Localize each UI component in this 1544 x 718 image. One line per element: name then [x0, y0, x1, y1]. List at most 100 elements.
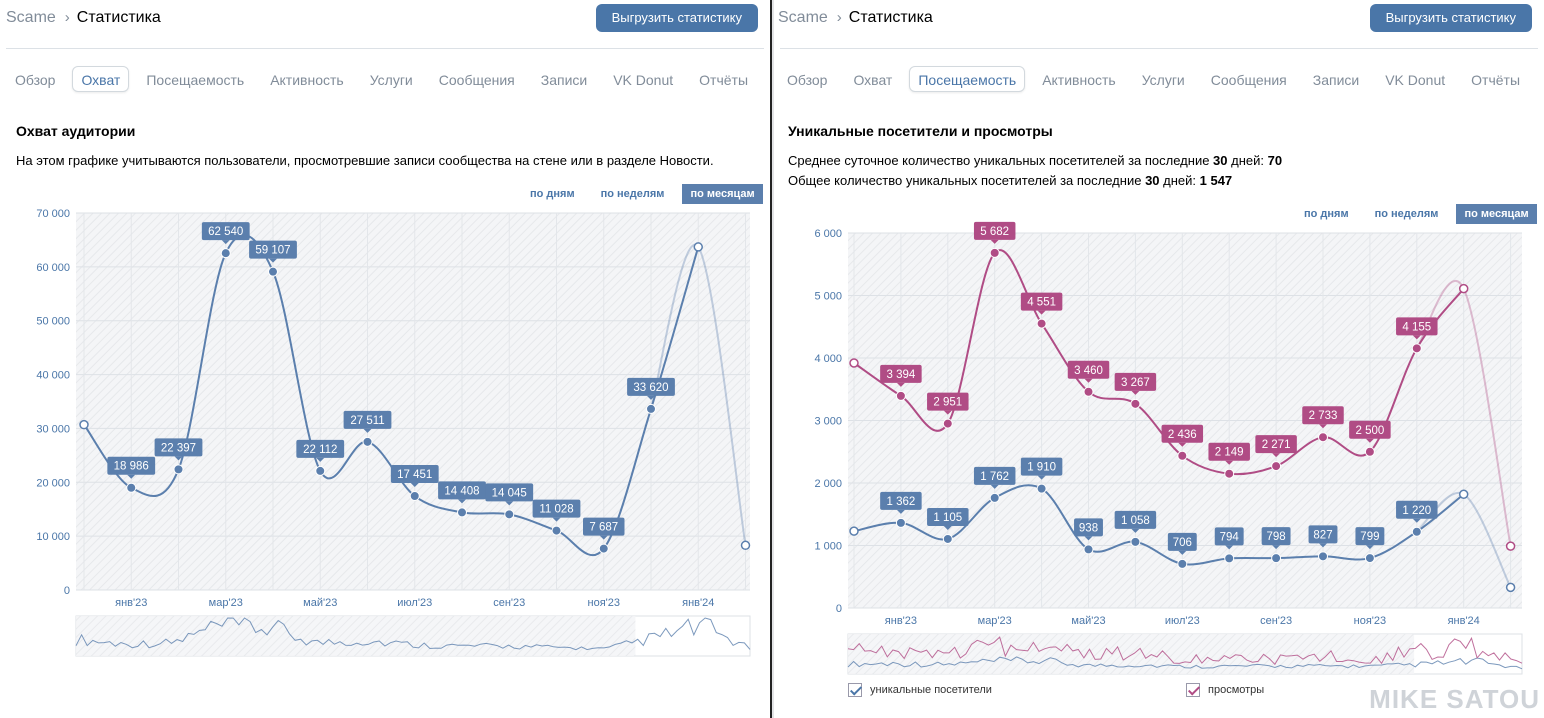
tab-3[interactable]: Активность: [1042, 72, 1116, 88]
navigator-mask[interactable]: [848, 634, 1415, 674]
tab-1[interactable]: Охват: [853, 72, 893, 88]
data-point[interactable]: [989, 247, 1000, 258]
data-point[interactable]: [1177, 558, 1188, 569]
navigator-mask[interactable]: [76, 616, 636, 656]
data-point[interactable]: [1364, 446, 1375, 457]
data-point[interactable]: [409, 491, 420, 502]
tab-8[interactable]: Отчёты: [1471, 72, 1521, 88]
data-point[interactable]: [1458, 283, 1469, 294]
tab-5[interactable]: Сообщения: [1210, 72, 1287, 88]
x-tick-label: ноя'23: [1354, 615, 1386, 627]
period-weeks-button[interactable]: по неделям: [600, 188, 665, 200]
checkbox-checked-icon[interactable]: [848, 683, 862, 697]
period-months-button[interactable]: по месяцам: [682, 184, 763, 204]
data-point[interactable]: [646, 403, 656, 414]
data-point[interactable]: [942, 533, 953, 544]
data-point[interactable]: [1271, 553, 1282, 564]
data-point[interactable]: [457, 507, 467, 518]
data-point[interactable]: [989, 492, 1000, 503]
data-point[interactable]: [1036, 483, 1047, 494]
header: Scame › Статистика Выгрузить статистику: [774, 0, 1544, 36]
data-point[interactable]: [315, 465, 326, 476]
data-point[interactable]: [173, 464, 184, 475]
legend-item-visitors[interactable]: уникальные посетители: [848, 683, 992, 697]
tab-6[interactable]: Записи: [1312, 72, 1360, 88]
data-point[interactable]: [362, 436, 373, 447]
tab-2[interactable]: Посещаемость: [909, 66, 1026, 92]
data-point[interactable]: [1224, 553, 1235, 564]
export-stats-button[interactable]: Выгрузить статистику: [1369, 4, 1532, 32]
data-point[interactable]: [1083, 386, 1094, 397]
data-label-pointer: [1225, 460, 1234, 465]
data-point[interactable]: [849, 526, 859, 536]
data-label: 11 028: [539, 504, 573, 516]
data-point[interactable]: [1130, 536, 1141, 547]
data-point[interactable]: [1505, 541, 1516, 551]
period-months-button[interactable]: по месяцам: [1456, 204, 1537, 224]
data-point[interactable]: [504, 509, 515, 520]
data-point[interactable]: [849, 358, 859, 368]
data-point[interactable]: [1130, 398, 1141, 409]
data-label: 22 112: [303, 444, 337, 456]
period-days-button[interactable]: по дням: [1304, 208, 1349, 220]
data-label-box: [249, 240, 297, 259]
data-point[interactable]: [1458, 489, 1469, 499]
data-label-box: [1396, 500, 1438, 519]
period-days-button[interactable]: по дням: [530, 188, 575, 200]
tab-7[interactable]: VK Donut: [1385, 72, 1446, 88]
series-line: [853, 484, 1465, 566]
tab-0[interactable]: Обзор: [787, 72, 828, 88]
navigator-line: [75, 617, 751, 651]
data-point[interactable]: [895, 390, 906, 401]
tab-3[interactable]: Активность: [270, 72, 344, 88]
tab-7[interactable]: VK Donut: [613, 72, 674, 88]
tab-8[interactable]: Отчёты: [699, 72, 749, 88]
data-point[interactable]: [598, 543, 609, 554]
data-label-box: [1302, 406, 1344, 425]
data-point[interactable]: [1318, 551, 1328, 562]
tab-4[interactable]: Услуги: [369, 72, 413, 88]
data-point[interactable]: [1318, 432, 1328, 443]
tab-1[interactable]: Охват: [72, 66, 130, 92]
data-point[interactable]: [693, 242, 703, 252]
data-point[interactable]: [1271, 461, 1282, 472]
avg-days: 30: [1213, 153, 1228, 168]
data-point[interactable]: [942, 418, 953, 429]
data-point[interactable]: [1364, 553, 1375, 564]
data-point[interactable]: [1411, 526, 1422, 537]
data-point[interactable]: [895, 517, 906, 528]
export-stats-button[interactable]: Выгрузить статистику: [595, 4, 758, 32]
tab-6[interactable]: Записи: [540, 72, 588, 88]
data-point[interactable]: [551, 525, 562, 536]
data-point[interactable]: [1224, 468, 1235, 479]
tab-4[interactable]: Услуги: [1141, 72, 1185, 88]
data-label: 4 551: [1027, 297, 1056, 309]
data-point[interactable]: [220, 248, 231, 259]
data-point[interactable]: [1411, 343, 1422, 354]
checkbox-checked-icon[interactable]: [1186, 683, 1200, 697]
data-label-box: [1114, 510, 1157, 529]
tab-5[interactable]: Сообщения: [438, 72, 515, 88]
breadcrumb-root[interactable]: Scame: [778, 9, 828, 26]
data-label-pointer: [1084, 536, 1093, 541]
period-weeks-button[interactable]: по неделям: [1374, 208, 1439, 220]
data-point[interactable]: [1036, 318, 1047, 329]
legend-item-views[interactable]: просмотры: [1186, 683, 1264, 697]
data-label: 4 155: [1402, 321, 1431, 333]
data-point[interactable]: [740, 540, 751, 551]
data-point[interactable]: [1505, 582, 1516, 593]
data-point[interactable]: [126, 482, 137, 493]
data-label-box: [1167, 532, 1197, 551]
tab-0[interactable]: Обзор: [15, 72, 56, 88]
data-label-pointer: [1084, 378, 1093, 383]
x-tick-label: мар'23: [209, 597, 243, 609]
plot-area: [76, 213, 750, 590]
breadcrumb-root[interactable]: Scame: [6, 9, 56, 26]
y-tick-label: 10 000: [36, 531, 70, 543]
data-point[interactable]: [1177, 450, 1188, 461]
data-point[interactable]: [1083, 544, 1094, 555]
data-point[interactable]: [268, 266, 278, 277]
breadcrumb: Scame › Статистика: [778, 9, 933, 27]
tab-2[interactable]: Посещаемость: [146, 72, 245, 88]
data-point[interactable]: [79, 419, 89, 430]
